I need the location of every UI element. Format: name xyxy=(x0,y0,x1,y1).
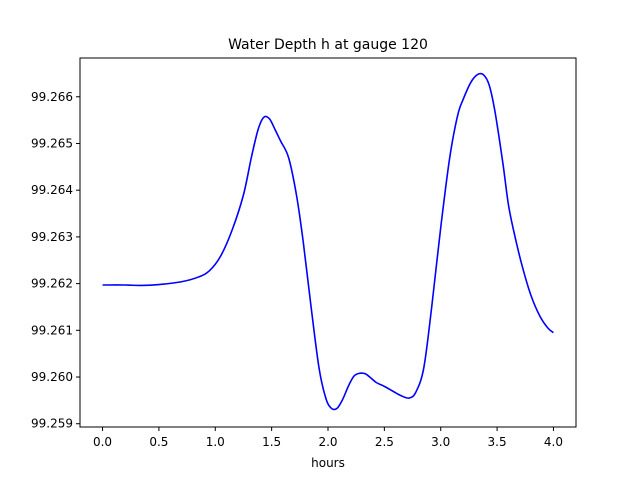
y-tick-label: 99.265 xyxy=(31,136,73,150)
y-axis: 99.259 99.260 99.261 99.262 99.263 99.264 99.2… xyxy=(31,90,80,431)
chart-title: Water Depth h at gauge 120 xyxy=(228,37,428,53)
x-tick-label: 0.0 xyxy=(93,435,112,449)
y-tick-label: 99.263 xyxy=(31,230,73,244)
y-tick-label: 99.259 xyxy=(31,417,73,431)
x-axis: 0.0 0.5 1.0 1.5 2.0 2.5 3.0 3.5 4.0 xyxy=(93,427,563,449)
x-axis-label: hours xyxy=(311,456,345,470)
y-tick-label: 99.260 xyxy=(31,370,73,384)
x-tick-label: 2.5 xyxy=(375,435,394,449)
plot-line-layer xyxy=(102,72,554,411)
y-tick-label: 99.264 xyxy=(31,183,73,197)
y-tick-label: 99.262 xyxy=(31,277,73,291)
y-tick-label: 99.266 xyxy=(31,90,73,104)
x-tick-label: 1.0 xyxy=(206,435,225,449)
series-line-0 xyxy=(102,72,554,411)
x-tick-label: 1.5 xyxy=(262,435,281,449)
y-tick-label: 99.261 xyxy=(31,323,73,337)
x-tick-label: 3.0 xyxy=(431,435,450,449)
x-tick-label: 0.5 xyxy=(149,435,168,449)
x-tick-label: 3.5 xyxy=(488,435,507,449)
x-tick-label: 2.0 xyxy=(318,435,337,449)
x-tick-label: 4.0 xyxy=(544,435,563,449)
